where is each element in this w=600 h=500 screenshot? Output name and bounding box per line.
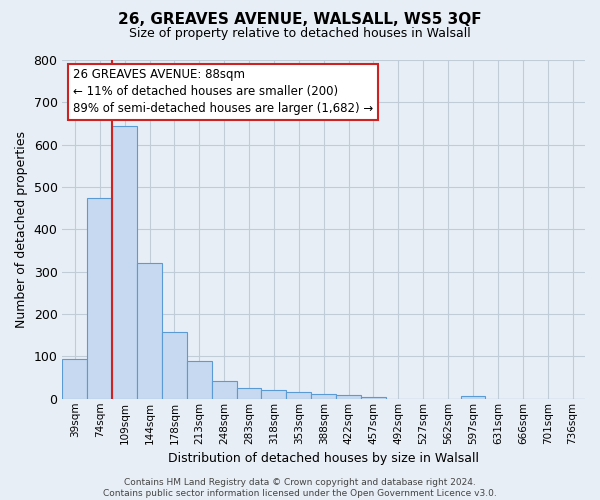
Bar xyxy=(162,332,187,399)
Bar xyxy=(311,394,336,399)
Bar xyxy=(262,390,286,399)
Bar xyxy=(62,358,88,399)
Bar xyxy=(461,396,485,399)
X-axis label: Distribution of detached houses by size in Walsall: Distribution of detached houses by size … xyxy=(168,452,479,465)
Bar xyxy=(88,198,112,399)
Bar xyxy=(236,388,262,399)
Text: 26 GREAVES AVENUE: 88sqm
← 11% of detached houses are smaller (200)
89% of semi-: 26 GREAVES AVENUE: 88sqm ← 11% of detach… xyxy=(73,68,373,116)
Bar xyxy=(286,392,311,399)
Bar xyxy=(336,394,361,399)
Bar xyxy=(212,380,236,399)
Bar xyxy=(187,362,212,399)
Bar xyxy=(137,264,162,399)
Text: Contains HM Land Registry data © Crown copyright and database right 2024.
Contai: Contains HM Land Registry data © Crown c… xyxy=(103,478,497,498)
Text: 26, GREAVES AVENUE, WALSALL, WS5 3QF: 26, GREAVES AVENUE, WALSALL, WS5 3QF xyxy=(118,12,482,28)
Bar xyxy=(112,126,137,399)
Y-axis label: Number of detached properties: Number of detached properties xyxy=(15,131,28,328)
Bar xyxy=(361,396,386,399)
Text: Size of property relative to detached houses in Walsall: Size of property relative to detached ho… xyxy=(129,28,471,40)
